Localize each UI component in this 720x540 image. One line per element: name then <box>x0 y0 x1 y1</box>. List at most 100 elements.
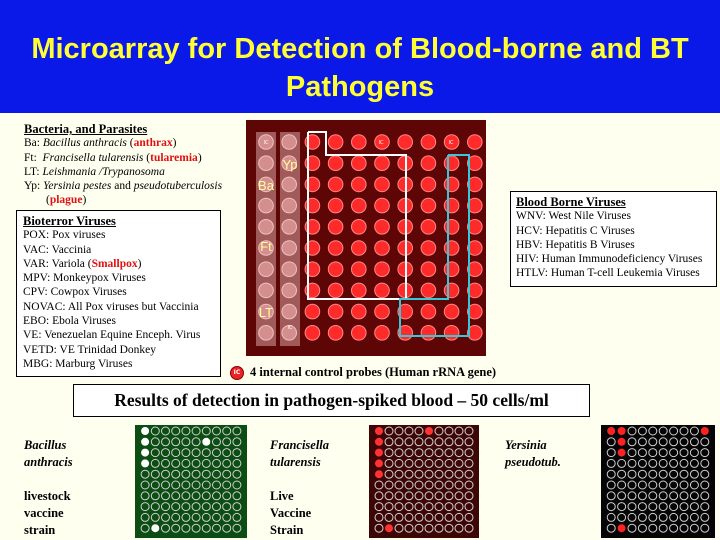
array-spot <box>443 282 460 299</box>
mini-hit-spot <box>151 524 160 533</box>
mini-spot <box>606 523 616 533</box>
mini-spot <box>648 426 658 436</box>
mini-spot <box>606 469 616 479</box>
mini-spot <box>150 512 160 522</box>
mini-spot <box>394 469 404 479</box>
mini-spot <box>689 437 699 447</box>
mini-spot <box>191 437 201 447</box>
mini-spot <box>384 448 394 458</box>
array-spot <box>420 197 437 214</box>
mini-spot <box>212 426 221 436</box>
mini-spot <box>232 502 242 512</box>
mini-spot <box>394 458 404 468</box>
mini-spot <box>669 491 679 501</box>
mini-spot <box>627 491 637 501</box>
array-spot <box>281 219 298 235</box>
mini-spot <box>627 448 637 458</box>
mini-spot <box>648 502 658 512</box>
array-spot <box>420 219 437 235</box>
array-spot <box>467 303 483 320</box>
bloodborne-item: HCV: Hepatitis C Viruses <box>516 224 635 237</box>
mini-spot <box>637 448 647 458</box>
slide-title: Microarray for Detection of Blood-borne … <box>31 33 689 103</box>
bioterror-item: VE: Venezuelan Equine Enceph. Virus <box>23 329 201 342</box>
mini-spot <box>150 426 160 436</box>
mini-spot <box>232 448 242 458</box>
array-spot <box>374 176 390 193</box>
mini-spot <box>627 502 637 512</box>
mini-spot <box>232 437 242 447</box>
mini-spot <box>161 448 170 458</box>
mini-spot <box>181 502 191 512</box>
array-spot <box>443 261 460 277</box>
mini-spot <box>648 480 658 490</box>
mini-spot <box>679 437 689 447</box>
mini-spot <box>404 448 414 458</box>
mini-spot <box>171 426 181 436</box>
mini-spot <box>617 512 627 522</box>
mini-hit-spot <box>141 437 150 446</box>
mini-spot <box>454 512 464 522</box>
mini-spot <box>606 491 616 501</box>
mini-hit-spot <box>617 437 626 446</box>
array-spot <box>327 219 344 235</box>
array-spot <box>443 240 460 256</box>
results-heading: Results of detection in pathogen-spiked … <box>73 384 590 417</box>
legend-ft: Ft: Francisella tularensis (tularemia) <box>24 151 202 164</box>
bioterror-item: POX: Pox viruses <box>23 229 106 242</box>
mini-spot <box>434 502 444 512</box>
mini-spot <box>434 437 444 447</box>
mini-spot <box>181 480 191 490</box>
mini-spot <box>679 448 689 458</box>
mini-spot <box>161 469 170 479</box>
mini-spot <box>212 480 221 490</box>
array-spot <box>304 303 321 320</box>
mini-spot <box>191 480 201 490</box>
mini-spot <box>637 523 647 533</box>
mini-spot <box>617 480 627 490</box>
mini-spot <box>140 512 150 522</box>
mini-spot <box>150 458 160 468</box>
mini-spot <box>669 523 679 533</box>
mini-spot <box>454 523 464 533</box>
array-spot <box>420 325 437 341</box>
mini-spot <box>394 512 404 522</box>
mini-spot <box>424 469 434 479</box>
array-spot <box>281 155 298 172</box>
internal-control-marks: IC IC IC IC <box>264 140 454 331</box>
mini-spot <box>637 480 647 490</box>
mini-spot <box>414 491 424 501</box>
mini-spot <box>689 458 699 468</box>
mini-spot <box>464 426 474 436</box>
mini-spot <box>161 437 170 447</box>
mini-spot <box>617 469 627 479</box>
internal-control-note: IC 4 internal control probes (Human rRNA… <box>230 365 496 380</box>
mini-spot <box>374 502 384 512</box>
mini-spot <box>191 491 201 501</box>
mini-spot <box>384 491 394 501</box>
mini-spot <box>617 502 627 512</box>
mini-spot <box>191 458 201 468</box>
array-label-ft: Ft <box>260 239 272 254</box>
array-label-lt: LT <box>259 305 273 320</box>
array-spot <box>351 197 367 214</box>
mini-spot <box>404 458 414 468</box>
array-spot <box>258 282 274 299</box>
array-spot <box>281 303 298 320</box>
mini-spot <box>222 448 232 458</box>
mini-spot <box>181 491 191 501</box>
array-spot <box>420 261 437 277</box>
mini-spot <box>637 426 647 436</box>
mini-spot <box>679 426 689 436</box>
mini-spot <box>689 491 699 501</box>
mini-spot <box>201 426 211 436</box>
mini-spot <box>201 480 211 490</box>
array-spot <box>467 282 483 299</box>
mini-spot <box>181 523 191 533</box>
array-spot <box>258 155 274 172</box>
mini-spot <box>679 469 689 479</box>
mini-spot <box>700 491 710 501</box>
array-spot <box>351 219 367 235</box>
mini-spot <box>627 426 637 436</box>
mini-spot <box>627 523 637 533</box>
